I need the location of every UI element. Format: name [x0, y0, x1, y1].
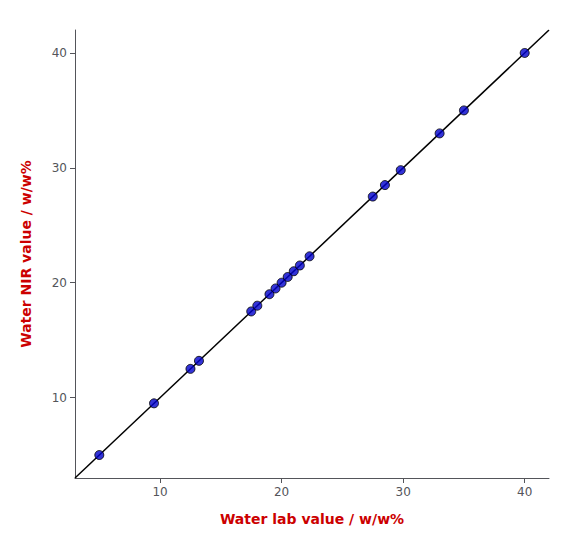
svg-text:10: 10 — [152, 485, 167, 499]
svg-text:10: 10 — [52, 391, 67, 405]
svg-text:Water NIR value / w/w%: Water NIR value / w/w% — [18, 160, 34, 348]
svg-text:40: 40 — [52, 46, 67, 60]
svg-text:20: 20 — [274, 485, 289, 499]
svg-text:20: 20 — [52, 276, 67, 290]
svg-text:30: 30 — [52, 161, 67, 175]
svg-text:30: 30 — [396, 485, 411, 499]
svg-text:Water lab value / w/w%: Water lab value / w/w% — [220, 511, 404, 527]
svg-text:40: 40 — [517, 485, 532, 499]
